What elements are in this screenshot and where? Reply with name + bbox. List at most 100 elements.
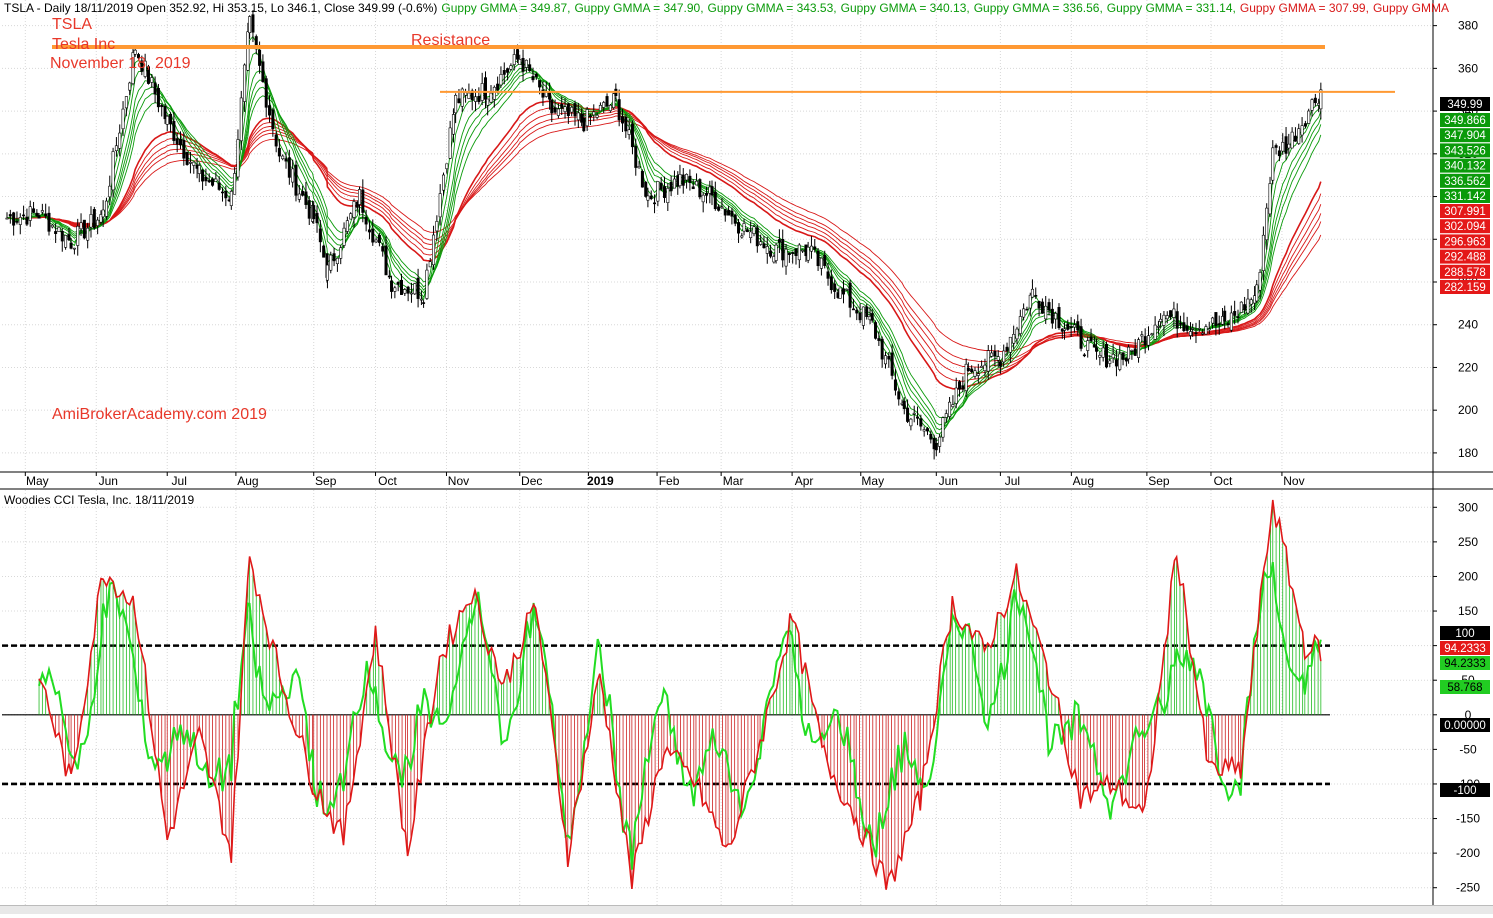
candle-body bbox=[291, 168, 295, 183]
candle-body bbox=[172, 121, 176, 141]
candle-body bbox=[1297, 128, 1301, 144]
candle-body bbox=[608, 104, 612, 111]
candle-body bbox=[1022, 308, 1026, 318]
candle-body bbox=[1095, 347, 1099, 352]
candle-body bbox=[717, 206, 721, 211]
candle-body bbox=[1226, 323, 1230, 325]
candle-body bbox=[201, 169, 205, 182]
candle-body bbox=[1265, 207, 1269, 241]
gmma-long-value-box: 292.488 bbox=[1440, 249, 1490, 264]
candle-body bbox=[322, 245, 326, 258]
candle-body bbox=[445, 163, 449, 170]
candle-body bbox=[742, 223, 746, 232]
turbo-value-box-bg bbox=[1440, 680, 1490, 694]
candle-body bbox=[67, 234, 71, 241]
candle-body bbox=[781, 238, 785, 261]
y-tick-label: 200 bbox=[1458, 569, 1478, 583]
candle-body bbox=[993, 351, 997, 357]
candle-body bbox=[573, 103, 577, 117]
y-tick-label: 0 bbox=[1465, 708, 1472, 722]
candle-body bbox=[973, 370, 977, 377]
gmma-long-value-box-text: 302.094 bbox=[1444, 221, 1486, 233]
y-tick-label: -150 bbox=[1456, 812, 1480, 826]
candle-body bbox=[489, 92, 493, 103]
x-tick-label: Feb bbox=[659, 474, 680, 488]
candle-body bbox=[12, 212, 16, 226]
gmma-long-value-box: 302.094 bbox=[1440, 219, 1490, 234]
candle-body bbox=[229, 191, 233, 206]
candle-body bbox=[823, 255, 827, 266]
candle-body bbox=[851, 308, 855, 311]
candle-body bbox=[512, 54, 516, 65]
candle-body bbox=[287, 157, 291, 178]
candle-body bbox=[243, 64, 247, 102]
cci-value-box: 94.2333 bbox=[1440, 641, 1490, 655]
candle-body bbox=[96, 219, 100, 226]
x-tick-label: Dec bbox=[521, 474, 542, 488]
candle-body bbox=[902, 400, 906, 410]
candle-body bbox=[197, 165, 201, 174]
candle-body bbox=[813, 246, 817, 250]
gmma-label: Guppy GMMA = 307.99, bbox=[1239, 1, 1369, 15]
candle-body bbox=[1040, 301, 1044, 314]
candle-body bbox=[1175, 311, 1179, 329]
candle-body bbox=[8, 214, 12, 217]
x-tick-label: Sep bbox=[1148, 474, 1170, 488]
candle-body bbox=[666, 187, 670, 203]
candle-body bbox=[192, 161, 196, 166]
x-tick-label: Jul bbox=[1005, 474, 1020, 488]
candle-body bbox=[1169, 310, 1173, 318]
y-tick-label: 200 bbox=[1458, 403, 1478, 417]
candle-body bbox=[214, 178, 218, 182]
gmma-short-line bbox=[6, 72, 1322, 426]
candle-body bbox=[403, 289, 407, 294]
candle-body bbox=[819, 257, 823, 269]
y-tick-label: 250 bbox=[1458, 535, 1478, 549]
gmma-long-value-box-text: 288.578 bbox=[1444, 267, 1486, 279]
candle-body bbox=[1137, 339, 1141, 358]
candle-body bbox=[980, 365, 984, 368]
candle-body bbox=[1217, 323, 1221, 325]
y-tick-label: 220 bbox=[1458, 360, 1478, 374]
candle-body bbox=[534, 73, 538, 77]
candle-body bbox=[620, 116, 624, 124]
candle-body bbox=[733, 214, 737, 224]
candle-body bbox=[576, 112, 580, 121]
x-tick-label: Oct bbox=[378, 474, 397, 488]
candle-body bbox=[685, 173, 689, 181]
candle-body bbox=[185, 151, 189, 165]
candle-body bbox=[745, 229, 749, 233]
candle-body bbox=[5, 217, 9, 220]
candle-body bbox=[669, 181, 673, 192]
candle-body bbox=[948, 401, 952, 417]
gmma-short-value-box-text: 343.526 bbox=[1444, 145, 1486, 157]
candle-body bbox=[755, 227, 759, 247]
gmma-short-line bbox=[6, 77, 1322, 419]
x-tick-label: Jun bbox=[939, 474, 958, 488]
candle-body bbox=[332, 253, 336, 262]
candle-body bbox=[541, 89, 545, 98]
candle-body bbox=[284, 158, 288, 162]
candle-body bbox=[624, 116, 628, 132]
candle-body bbox=[1239, 301, 1243, 313]
y-tick-label: -50 bbox=[1459, 742, 1477, 756]
candle-body bbox=[637, 166, 641, 169]
candle-body bbox=[1211, 317, 1215, 324]
candle-body bbox=[486, 98, 490, 106]
candle-body bbox=[797, 244, 801, 261]
candle-body bbox=[524, 59, 528, 68]
candle-body bbox=[922, 429, 926, 432]
candle-body bbox=[1188, 331, 1192, 336]
candle-body bbox=[941, 417, 945, 438]
candle-body bbox=[79, 222, 83, 230]
gmma-long-value-box: 288.578 bbox=[1440, 264, 1490, 279]
candle-body bbox=[617, 99, 621, 121]
candle-body bbox=[809, 245, 813, 252]
candle-body bbox=[934, 442, 938, 451]
candle-body bbox=[598, 105, 602, 112]
candle-body bbox=[1310, 99, 1314, 111]
candle-body bbox=[845, 289, 849, 291]
candle-body bbox=[160, 104, 164, 108]
candle-body bbox=[858, 312, 862, 321]
sheet-tab-bar[interactable] bbox=[0, 905, 1493, 914]
